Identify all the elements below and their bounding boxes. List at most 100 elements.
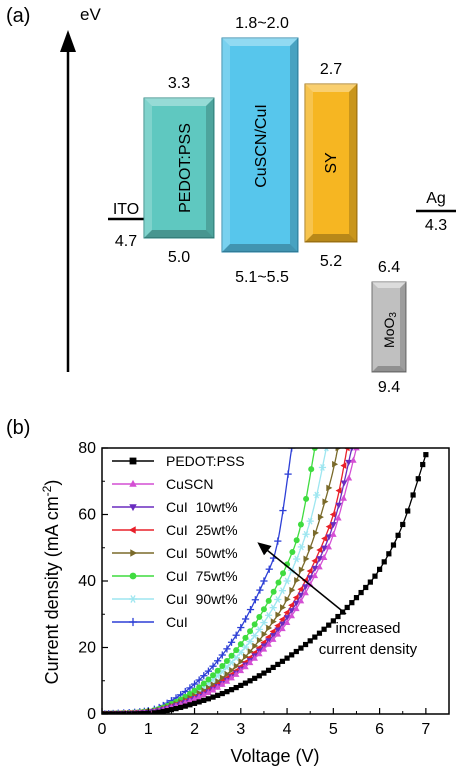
- data-point-1-51: [335, 514, 342, 521]
- data-point-5-21: [196, 684, 203, 691]
- sy-label: SY: [323, 152, 340, 174]
- data-point-6-31: [241, 643, 250, 651]
- data-point-1-37: [269, 635, 277, 642]
- data-point-5-44: [303, 495, 310, 502]
- data-point-3-41: [288, 601, 295, 609]
- legend-label-2: CuI 10wt%: [166, 499, 238, 515]
- data-point-2-45: [306, 575, 314, 582]
- data-point-4-35: [261, 630, 268, 638]
- x-tick-label-4: 4: [283, 721, 292, 738]
- legend-item-0: PEDOT:PSS: [112, 453, 245, 469]
- data-point-1-24: [209, 686, 217, 693]
- data-point-1-40: [283, 618, 291, 625]
- data-point-0-58: [367, 579, 373, 585]
- data-point-6-47: [318, 464, 327, 471]
- x-tick-label-5: 5: [329, 721, 338, 738]
- data-point-5-27: [223, 658, 230, 665]
- data-point-3-51: [335, 487, 342, 494]
- sy-box: SY: [304, 83, 358, 243]
- data-point-2-50: [330, 522, 337, 529]
- data-point-0-53: [344, 604, 350, 611]
- plot-area: [102, 448, 429, 714]
- data-point-1-29: [232, 670, 240, 677]
- data-point-0-50: [330, 618, 336, 624]
- data-point-0-39: [279, 658, 286, 664]
- data-point-4-43: [298, 566, 305, 574]
- data-point-1-45: [306, 580, 314, 587]
- legend-marker-5: [129, 572, 137, 580]
- data-point-4-39: [280, 604, 287, 611]
- data-point-1-20: [191, 695, 198, 702]
- legend-item-5: CuI 75wt%: [112, 568, 238, 584]
- data-point-0-34: [256, 673, 262, 679]
- data-point-4-27: [224, 670, 231, 678]
- data-point-0-21: [196, 699, 202, 705]
- data-point-6-37: [269, 604, 277, 612]
- data-point-3-47: [316, 546, 323, 554]
- data-point-7-32: [246, 605, 255, 614]
- data-point-4-41: [289, 586, 296, 594]
- data-point-4-48: [322, 498, 329, 505]
- data-point-4-33: [252, 642, 259, 650]
- data-point-1-21: [195, 693, 203, 700]
- data-point-5-33: [251, 621, 258, 628]
- data-point-7-19: [186, 684, 194, 692]
- data-point-4-49: [326, 484, 333, 492]
- data-point-7-27: [223, 645, 231, 653]
- data-point-0-26: [219, 690, 225, 697]
- data-point-0-8: [137, 711, 143, 714]
- data-point-1-50: [330, 530, 337, 537]
- pedot-pss-label: PEDOT:PSS: [177, 123, 194, 213]
- data-point-0-67: [410, 492, 416, 498]
- data-point-3-48: [321, 535, 328, 542]
- data-point-7-21: [195, 676, 203, 684]
- data-point-4-44: [303, 555, 310, 563]
- data-point-7-36: [265, 565, 273, 573]
- data-point-0-35: [261, 670, 267, 676]
- legend-label-1: CuSCN: [166, 476, 213, 492]
- data-point-1-32: [246, 659, 254, 666]
- data-point-1-23: [205, 688, 212, 695]
- data-point-0-19: [187, 702, 193, 708]
- data-point-0-14: [164, 708, 170, 714]
- data-point-2-47: [316, 556, 323, 563]
- data-point-0-46: [312, 634, 318, 640]
- data-point-7-41: [288, 448, 296, 452]
- data-point-2-38: [274, 627, 282, 634]
- data-point-1-47: [316, 563, 323, 570]
- data-point-0-45: [307, 638, 313, 644]
- data-point-2-54: [349, 448, 354, 452]
- data-point-5-36: [265, 597, 272, 604]
- data-point-0-57: [363, 584, 369, 591]
- data-point-7-33: [251, 596, 259, 604]
- data-point-3-40: [283, 609, 290, 616]
- data-point-3-43: [297, 585, 304, 593]
- panel-b-label: (b): [6, 417, 30, 439]
- cuscn-cui-bottom-value: 5.1~5.5: [235, 269, 289, 286]
- data-point-3-38: [274, 622, 281, 629]
- series-0: [102, 452, 429, 714]
- data-point-7-28: [227, 638, 236, 646]
- data-point-0-61: [381, 559, 387, 565]
- data-point-3-50: [329, 511, 336, 518]
- data-point-2-43: [297, 592, 305, 599]
- data-point-7-20: [190, 680, 199, 688]
- data-point-6-45: [306, 517, 314, 525]
- data-point-5-26: [219, 663, 226, 670]
- data-point-4-31: [243, 653, 250, 660]
- data-point-0-47: [316, 630, 323, 636]
- data-point-3-46: [311, 557, 318, 565]
- chart-axes: 0 1 2 3 4 5 6 7 0 20 40 60 80: [78, 440, 450, 738]
- cuscn-cui-label: CuSCN/CuI: [253, 104, 270, 188]
- data-point-7-31: [241, 615, 250, 623]
- data-point-5-31: [242, 634, 249, 641]
- data-point-0-23: [205, 696, 212, 702]
- data-point-5-34: [256, 614, 263, 621]
- data-point-3-42: [292, 594, 299, 601]
- data-point-5-23: [205, 676, 212, 683]
- jv-chart: (b) 0 1 2 3 4 5 6 7 0 20 40 60 80 PEDOT:PSS CuSCN CuI …: [6, 417, 450, 766]
- data-point-1-43: [297, 597, 305, 604]
- data-point-4-30: [238, 658, 245, 665]
- data-point-5-42: [293, 537, 300, 544]
